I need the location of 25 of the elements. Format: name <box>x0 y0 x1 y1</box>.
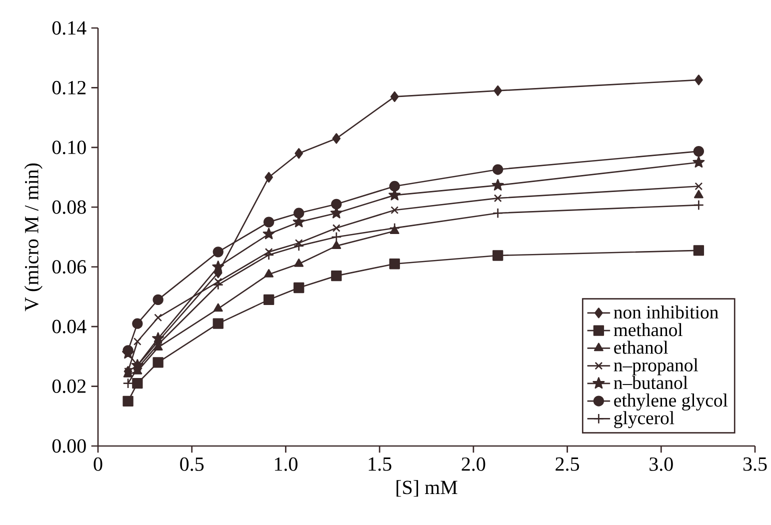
x-tick-label: 3.5 <box>743 457 767 471</box>
legend-label: ethanol <box>614 340 668 354</box>
y-tick-label: 0.14 <box>52 21 86 35</box>
legend-label: ethylene glycol <box>614 394 728 411</box>
x-tick-label: 0 <box>94 457 102 471</box>
y-tick-label: 0.06 <box>52 260 86 274</box>
legend-label: n–butanol <box>614 376 688 390</box>
x-tick-label: 1.0 <box>274 457 298 471</box>
y-tick-label: 0.00 <box>52 439 86 453</box>
x-tick-label: 2.5 <box>556 457 580 471</box>
y-tick-label: 0.12 <box>52 80 86 95</box>
legend-label: non inhibition <box>614 305 718 319</box>
x-axis-title: [S] mM <box>396 480 458 497</box>
legend-label: n–propanol <box>614 358 698 376</box>
x-tick-label: 1.5 <box>368 457 392 471</box>
y-axis-title: V (micro M / min) <box>24 163 42 312</box>
x-tick-label: 0.5 <box>180 457 204 471</box>
y-tick-label: 0.02 <box>52 379 86 394</box>
y-tick-label: 0.04 <box>52 320 86 334</box>
x-tick-label: 2.0 <box>462 457 486 471</box>
legend-label: glycerol <box>614 411 674 428</box>
y-tick-label: 0.10 <box>52 140 86 154</box>
y-tick-label: 0.08 <box>52 200 86 214</box>
x-tick-label: 3.0 <box>650 457 673 471</box>
legend-label: methanol <box>614 323 683 336</box>
